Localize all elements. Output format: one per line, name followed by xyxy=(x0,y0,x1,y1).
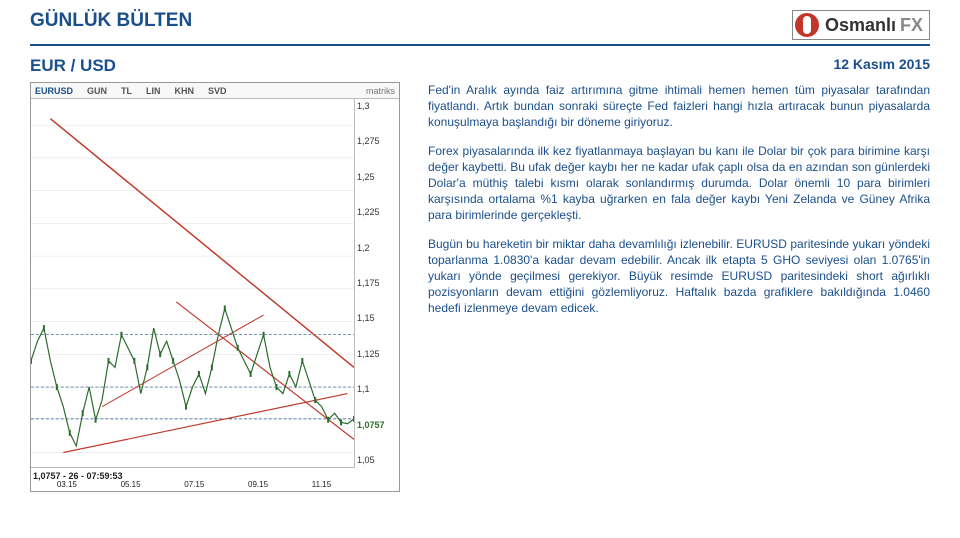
chart-x-axis: 1,0757 - 26 - 07:59:53 03.1505.1507.1509… xyxy=(31,467,355,491)
chart-x-labels: 03.1505.1507.1509.1511.15 xyxy=(35,480,353,489)
brand-logo-text: Osmanlı xyxy=(825,15,896,36)
bulletin-title: GÜNLÜK BÜLTEN xyxy=(30,10,192,32)
chart-indicator: LIN xyxy=(146,86,161,96)
brand-logo-suffix: FX xyxy=(900,15,923,36)
chart-indicator: KHN xyxy=(175,86,195,96)
article-body: Fed'in Aralık ayında faiz artırımına git… xyxy=(428,82,930,316)
chart-symbol: EURUSD xyxy=(35,86,73,96)
article-paragraph: Fed'in Aralık ayında faiz artırımına git… xyxy=(428,82,930,131)
chart-source: matriks xyxy=(366,86,395,96)
chart-y-axis: 1,051,07571,11,1251,151,1751,21,2251,251… xyxy=(355,99,399,467)
article-paragraph: Forex piyasalarında ilk kez fiyatlanmaya… xyxy=(428,143,930,224)
article-paragraph: Bugün bu hareketin bir miktar daha devam… xyxy=(428,236,930,317)
price-chart: EURUSD GUN TL LIN KHN SVD matriks 1,051,… xyxy=(30,82,400,492)
brand-logo-icon xyxy=(795,13,819,37)
chart-indicator: GUN xyxy=(87,86,107,96)
chart-toolbar: EURUSD GUN TL LIN KHN SVD matriks xyxy=(31,83,399,99)
brand-logo: Osmanlı FX xyxy=(792,10,930,40)
chart-indicator: TL xyxy=(121,86,132,96)
currency-pair-title: EUR / USD xyxy=(30,56,410,76)
chart-status-line: 1,0757 - 26 - 07:59:53 xyxy=(33,471,123,481)
chart-plot-area xyxy=(31,99,355,467)
chart-indicator: SVD xyxy=(208,86,227,96)
bulletin-date: 12 Kasım 2015 xyxy=(428,56,930,72)
chart-svg xyxy=(31,99,354,466)
